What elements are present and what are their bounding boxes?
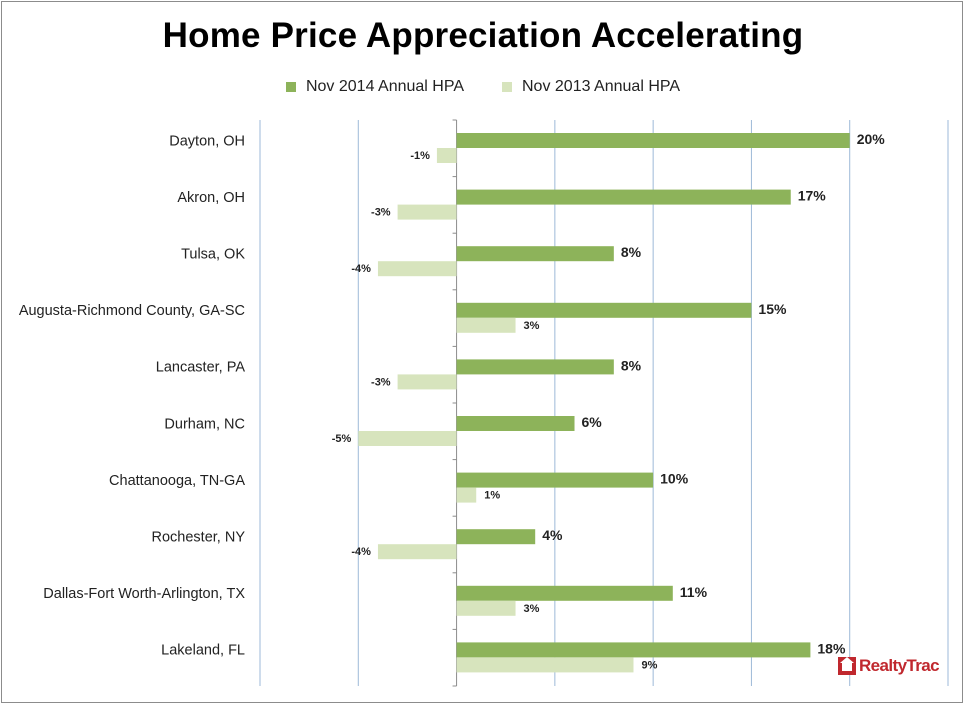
category-label: Dayton, OH — [169, 133, 245, 149]
legend-item-2014: Nov 2014 Annual HPA — [285, 78, 464, 96]
bar-nov-2014 — [456, 642, 811, 658]
bar-nov-2014 — [456, 416, 575, 431]
bar-nov-2013 — [456, 657, 634, 673]
bar-nov-2013 — [456, 317, 516, 333]
legend-swatch-2013 — [502, 82, 512, 92]
bar-nov-2013 — [397, 204, 457, 220]
category-label: Tulsa, OK — [181, 247, 245, 263]
legend-swatch-2014 — [285, 82, 296, 92]
chart-legend: Nov 2014 Annual HPA Nov 2013 Annual HPA — [0, 78, 966, 96]
data-label-nov-2013: -5% — [332, 433, 352, 445]
bar-nov-2014 — [456, 359, 614, 375]
bar-nov-2014 — [456, 472, 654, 488]
bar-nov-2013 — [456, 487, 477, 503]
legend-label-2013: Nov 2013 Annual HPA — [522, 78, 681, 95]
realtytrac-logo: RealtyTrac — [838, 656, 940, 676]
data-label-nov-2013: 3% — [524, 320, 540, 332]
data-label-nov-2014: 4% — [542, 527, 563, 543]
data-label-nov-2013: 9% — [641, 659, 657, 671]
legend-item-2013: Nov 2013 Annual HPA — [502, 78, 680, 96]
bar-nov-2013 — [456, 600, 516, 616]
bar-nov-2013 — [358, 431, 457, 446]
bar-nov-2013 — [397, 374, 457, 390]
bar-nov-2014 — [456, 302, 752, 318]
category-label: Augusta-Richmond County, GA-SC — [19, 303, 245, 319]
bar-nov-2013 — [436, 148, 457, 163]
data-label-nov-2013: -4% — [351, 263, 371, 275]
data-label-nov-2013: -3% — [371, 376, 391, 388]
bar-nov-2014 — [456, 189, 791, 205]
data-label-nov-2013: 1% — [484, 490, 500, 502]
category-label: Dallas-Fort Worth-Arlington, TX — [43, 586, 245, 602]
category-label: Chattanooga, TN-GA — [109, 473, 245, 489]
logo-text: RealtyTrac — [859, 656, 940, 675]
data-label-nov-2014: 10% — [660, 471, 689, 487]
bar-nov-2014 — [456, 246, 614, 262]
data-label-nov-2014: 6% — [582, 414, 603, 430]
bar-nov-2014 — [456, 133, 850, 148]
data-label-nov-2014: 8% — [621, 244, 642, 260]
data-label-nov-2014: 11% — [680, 584, 708, 600]
bar-nov-2014 — [456, 529, 536, 545]
data-label-nov-2014: 15% — [758, 301, 787, 317]
data-label-nov-2014: 17% — [798, 188, 827, 204]
category-label: Lakeland, FL — [161, 643, 245, 659]
bar-nov-2013 — [377, 261, 457, 277]
category-label: Durham, NC — [164, 416, 245, 432]
data-label-nov-2013: 3% — [524, 603, 540, 615]
house-icon — [838, 657, 856, 675]
bar-nov-2014 — [456, 585, 673, 601]
bar-nov-2013 — [377, 544, 457, 560]
data-label-nov-2013: -4% — [351, 546, 371, 558]
data-label-nov-2013: -3% — [371, 207, 391, 219]
legend-label-2014: Nov 2014 Annual HPA — [305, 78, 464, 95]
category-label: Lancaster, PA — [156, 360, 246, 376]
data-label-nov-2013: -1% — [410, 150, 430, 162]
data-label-nov-2014: 20% — [857, 131, 886, 147]
category-label: Akron, OH — [177, 190, 245, 206]
data-label-nov-2014: 8% — [621, 357, 642, 373]
data-label-nov-2014: 18% — [817, 640, 846, 656]
chart-title: Home Price Appreciation Accelerating — [162, 16, 804, 55]
category-label: Rochester, NY — [152, 530, 246, 546]
